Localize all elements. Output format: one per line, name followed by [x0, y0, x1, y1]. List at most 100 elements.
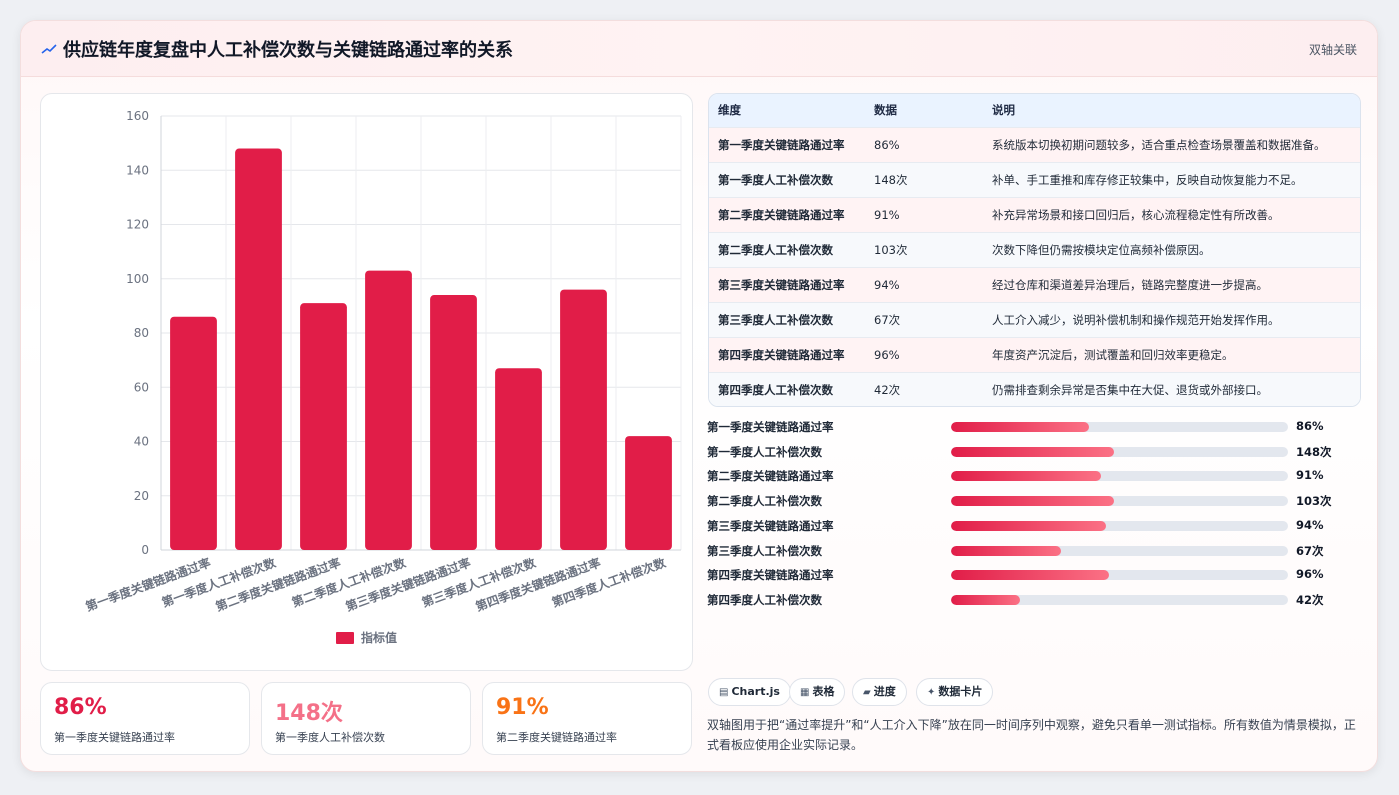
data-table: 维度 数据 说明 第一季度关键链路通过率 86% 系统版本切换初期问题较多，适合重点…	[708, 93, 1361, 407]
row-dimension: 第一季度人工补偿次数	[718, 172, 833, 187]
progress-fill	[951, 496, 1115, 507]
progress-fill	[951, 520, 1107, 531]
progress-track	[951, 471, 1288, 482]
kpi-value: 148次	[275, 701, 343, 726]
progress-value: 148次	[1296, 444, 1332, 459]
bar	[495, 368, 542, 550]
kpi-value: 91%	[496, 695, 549, 720]
progress-row: 第三季度人工补偿次数 67次	[707, 541, 1361, 561]
row-value: 86%	[874, 137, 900, 152]
progress-label: 第二季度关键链路通过率	[707, 469, 834, 484]
table-header-row: 维度 数据 说明	[709, 94, 1360, 127]
row-value: 91%	[874, 207, 900, 222]
y-tick-label: 160	[126, 109, 149, 123]
progress-row: 第一季度关键链路通过率 86%	[707, 417, 1361, 437]
progress-value: 67次	[1296, 543, 1324, 558]
progress-row: 第一季度人工补偿次数 148次	[707, 442, 1361, 462]
progress-list: 第一季度关键链路通过率 86% 第一季度人工补偿次数 148次 第二季度关键链路通过…	[707, 417, 1361, 617]
progress-label: 第二季度人工补偿次数	[707, 494, 822, 509]
progress-row: 第三季度关键链路通过率 94%	[707, 516, 1361, 536]
y-tick-label: 40	[134, 435, 149, 449]
chip-label: 进度	[873, 685, 896, 698]
row-value: 148次	[874, 172, 908, 187]
header-description: 说明	[992, 103, 1015, 118]
chip-label: 表格	[812, 685, 835, 698]
row-description: 次数下降但仍需按模块定位高频补偿原因。	[992, 242, 1211, 257]
bar	[560, 289, 607, 550]
row-value: 94%	[874, 277, 900, 292]
progress-icon: ▰	[863, 687, 871, 698]
progress-track	[951, 496, 1288, 507]
y-tick-label: 80	[134, 326, 149, 340]
progress-track	[951, 520, 1288, 531]
dual-axis-label: 双轴关联	[1308, 43, 1357, 57]
bar	[365, 270, 412, 550]
row-dimension: 第一季度关键链路通过率	[718, 137, 845, 152]
kpi-label: 第一季度关键链路通过率	[54, 731, 175, 744]
table-row: 第一季度关键链路通过率 86% 系统版本切换初期问题较多，适合重点检查场景覆盖和数据…	[709, 127, 1360, 162]
table-row: 第二季度人工补偿次数 103次 次数下降但仍需按模块定位高频补偿原因。	[709, 232, 1360, 267]
y-tick-label: 100	[126, 272, 149, 286]
progress-label: 第四季度关键链路通过率	[707, 568, 834, 583]
y-tick-label: 120	[126, 218, 149, 232]
chip-table[interactable]: ▦ 表格	[789, 678, 846, 706]
row-value: 67次	[874, 312, 901, 327]
progress-value: 42次	[1296, 592, 1324, 607]
progress-track	[951, 446, 1288, 457]
row-value: 103次	[874, 242, 908, 257]
row-value: 42次	[874, 382, 901, 397]
chip-progress[interactable]: ▰ 进度	[852, 678, 907, 706]
bar	[625, 436, 672, 550]
chip-chartjs[interactable]: ▤ Chart.js	[708, 678, 791, 706]
row-description: 人工介入减少，说明补偿机制和操作规范开始发挥作用。	[992, 312, 1280, 327]
card-icon: ✦	[927, 687, 936, 698]
bar	[300, 303, 347, 550]
kpi-label: 第二季度关键链路通过率	[496, 731, 617, 744]
header-dimension: 维度	[718, 103, 741, 118]
row-description: 补充异常场景和接口回归后，核心流程稳定性有所改善。	[992, 207, 1280, 222]
table-row: 第二季度关键链路通过率 91% 补充异常场景和接口回归后，核心流程稳定性有所改善。	[709, 197, 1360, 232]
table-icon: ▦	[800, 687, 810, 698]
progress-row: 第四季度人工补偿次数 42次	[707, 590, 1361, 610]
row-dimension: 第四季度关键链路通过率	[718, 347, 845, 362]
y-tick-label: 20	[134, 489, 149, 503]
row-dimension: 第二季度关键链路通过率	[718, 207, 845, 222]
bar-chart: 020406080100120140160第一季度关键链路通过率第一季度人工补偿…	[83, 109, 682, 645]
y-tick-label: 140	[126, 163, 149, 177]
row-description: 补单、手工重推和库存修正较集中，反映自动恢复能力不足。	[992, 172, 1303, 187]
progress-fill	[951, 545, 1061, 556]
dashboard-card: 供应链年度复盘中人工补偿次数与关键链路通过率的关系 双轴关联 0 20 40 60 80…	[20, 20, 1378, 772]
chart-icon: ▤	[719, 687, 729, 698]
legend-label: 指标值	[361, 630, 397, 645]
row-description: 系统版本切换初期问题较多，适合重点检查场景覆盖和数据准备。	[992, 137, 1326, 152]
bar-chart-panel: 0 20 40 60 80 100 120 140 160 第一季度关键链路通过率 第一季度人工补偿…	[40, 93, 693, 671]
row-description: 年度资产沉淀后，测试覆盖和回归效率更稳定。	[992, 347, 1234, 362]
progress-fill	[951, 594, 1021, 605]
kpi-card-2: 148次 第一季度人工补偿次数	[261, 682, 471, 755]
progress-value: 103次	[1296, 494, 1332, 509]
bar	[235, 148, 282, 551]
chip-label: 数据卡片	[938, 685, 983, 698]
kpi-card-1: 86% 第一季度关键链路通过率	[40, 682, 250, 755]
progress-row: 第二季度关键链路通过率 91%	[707, 466, 1361, 486]
chip-data-card[interactable]: ✦ 数据卡片	[916, 678, 994, 706]
page-title: 供应链年度复盘中人工补偿次数与关键链路通过率的关系	[63, 40, 513, 61]
table-row: 第三季度关键链路通过率 94% 经过仓库和渠道差异治理后，链路完整度进一步提高。	[709, 267, 1360, 302]
progress-track	[951, 545, 1288, 556]
progress-label: 第一季度人工补偿次数	[707, 444, 822, 459]
progress-row: 第四季度关键链路通过率 96%	[707, 565, 1361, 585]
x-tick-label: 第四季度人工补偿次数	[550, 554, 669, 609]
progress-label: 第三季度人工补偿次数	[707, 543, 822, 558]
bar	[170, 316, 217, 550]
row-description: 经过仓库和渠道差异治理后，链路完整度进一步提高。	[992, 277, 1268, 292]
y-tick-label: 0	[141, 543, 149, 557]
progress-value: 86%	[1296, 419, 1324, 433]
progress-label: 第三季度关键链路通过率	[707, 518, 834, 533]
row-dimension: 第四季度人工补偿次数	[718, 382, 833, 397]
progress-fill	[951, 422, 1090, 432]
row-dimension: 第三季度关键链路通过率	[718, 277, 845, 292]
chip-label: Chart.js	[731, 685, 780, 698]
y-tick-label: 60	[134, 380, 149, 394]
table-row: 第四季度人工补偿次数 42次 仍需排查剩余异常是否集中在大促、退货或外部接口。	[709, 372, 1360, 406]
kpi-card-3: 91% 第二季度关键链路通过率	[482, 682, 692, 755]
